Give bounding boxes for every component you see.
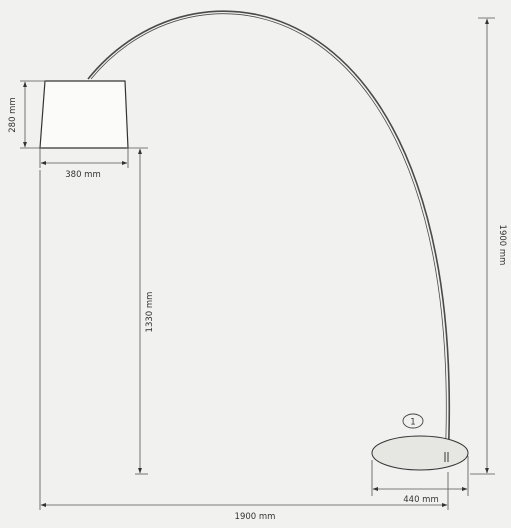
callout-number: 1 xyxy=(410,418,415,428)
total-height-dimension: 1900 mm xyxy=(470,17,507,475)
shade-width-dimension: 380 mm xyxy=(39,148,129,180)
shade-height-label: 280 mm xyxy=(8,97,18,133)
lamp-base xyxy=(371,435,469,471)
shade-bottom-height-label: 1330 mm xyxy=(145,292,155,333)
lamp-stem-base xyxy=(444,452,449,462)
callout-circle xyxy=(402,413,424,429)
base-diameter-dimension: 440 mm xyxy=(371,456,469,505)
lamp-shade xyxy=(39,80,129,149)
shade-width-label: 380 mm xyxy=(65,170,101,180)
total-width-dimension: 1900 mm xyxy=(39,170,449,522)
shade-bottom-height-dimension: 1330 mm xyxy=(126,147,155,475)
lamp-arc xyxy=(87,10,451,463)
lamp-arc-inner xyxy=(90,13,447,463)
shade-height-dimension: 280 mm xyxy=(8,80,46,149)
total-height-label: 1900 mm xyxy=(497,225,507,266)
base-diameter-label: 440 mm xyxy=(403,495,439,505)
total-width-label: 1900 mm xyxy=(235,512,276,522)
